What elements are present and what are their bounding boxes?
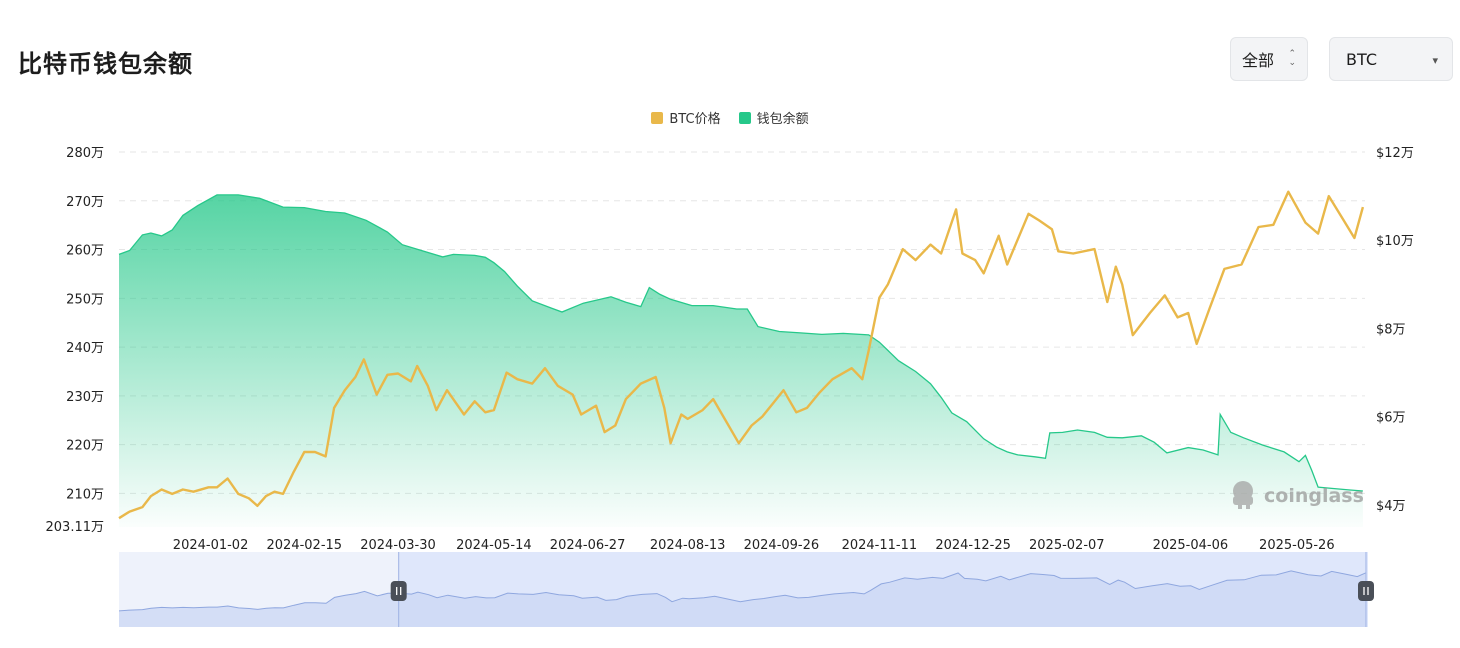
range-select[interactable]: 全部 ⌃ ⌄ xyxy=(1230,37,1308,81)
y-left-tick: 250万 xyxy=(66,292,104,307)
coinglass-watermark: coinglass xyxy=(1233,481,1364,509)
balance-area xyxy=(119,194,1363,527)
pause-handle-icon xyxy=(1358,581,1374,601)
y-left-tick: 260万 xyxy=(66,244,104,259)
x-tick: 2024-01-02 xyxy=(173,538,249,553)
x-tick: 2024-02-15 xyxy=(267,538,343,553)
x-tick: 2024-06-27 xyxy=(550,538,626,553)
x-tick: 2024-12-25 xyxy=(935,538,1011,553)
x-tick: 2024-08-13 xyxy=(650,538,726,553)
y-left-tick: 240万 xyxy=(66,341,104,356)
legend-item-balance[interactable]: 钱包余额 xyxy=(738,108,809,127)
x-tick: 2024-05-14 xyxy=(456,538,532,553)
legend-label-balance: 钱包余额 xyxy=(756,112,809,127)
navigator-line xyxy=(118,570,1367,612)
y-right-tick: $10万 xyxy=(1376,234,1414,249)
coin-select-value: BTC xyxy=(1346,49,1377,69)
y-axis-left: 280万 270万 260万 250万 240万 230万 220万 210万 203.11万 xyxy=(46,146,105,535)
y-axis-right: $12万 $10万 $8万 $6万 $4万 xyxy=(1376,146,1414,514)
legend-label-price: BTC价格 xyxy=(669,112,721,127)
x-tick: 2024-09-26 xyxy=(744,538,820,553)
pause-handle-icon xyxy=(390,581,407,601)
coin-select[interactable]: BTC ▾ xyxy=(1329,37,1453,81)
y-right-tick: $4万 xyxy=(1376,499,1406,514)
y-left-tick: 230万 xyxy=(66,390,104,405)
navigator-handle-left[interactable] xyxy=(390,552,407,627)
watermark-text: coinglass xyxy=(1264,485,1364,507)
chevron-up-down-icon: ⌃ ⌄ xyxy=(1288,49,1296,68)
legend-swatch-balance xyxy=(738,111,751,124)
legend-item-price[interactable]: BTC价格 xyxy=(651,108,721,127)
x-tick: 2025-04-06 xyxy=(1153,538,1229,553)
range-navigator[interactable] xyxy=(118,552,1374,627)
price-line xyxy=(118,190,1365,520)
balance-line xyxy=(118,194,1363,492)
x-axis: 2024-01-02 2024-02-15 2024-03-30 2024-05-14… xyxy=(173,538,1335,553)
y-right-tick: $8万 xyxy=(1376,322,1406,337)
y-left-tick: 280万 xyxy=(66,146,104,161)
coinglass-logo-icon xyxy=(1233,481,1253,509)
page-title: 比特币钱包余额 xyxy=(18,50,193,78)
y-left-tick: 210万 xyxy=(66,487,104,502)
range-select-value: 全部 xyxy=(1242,51,1275,70)
x-tick: 2025-05-26 xyxy=(1259,538,1335,553)
legend-swatch-price xyxy=(651,111,664,124)
y-left-min-label: 203.11万 xyxy=(46,520,105,535)
y-right-tick: $6万 xyxy=(1376,411,1406,426)
x-tick: 2025-02-07 xyxy=(1029,538,1105,553)
y-right-tick: $12万 xyxy=(1376,146,1414,161)
x-tick: 2024-11-11 xyxy=(842,538,918,553)
y-left-tick: 270万 xyxy=(66,195,104,210)
x-tick: 2024-03-30 xyxy=(360,538,436,553)
navigator-area xyxy=(119,570,1366,627)
caret-down-icon: ▾ xyxy=(1432,54,1438,67)
chart-legend: BTC价格 钱包余额 xyxy=(0,108,1460,127)
y-left-tick: 220万 xyxy=(66,439,104,454)
navigator-handle-right[interactable] xyxy=(1358,552,1374,627)
